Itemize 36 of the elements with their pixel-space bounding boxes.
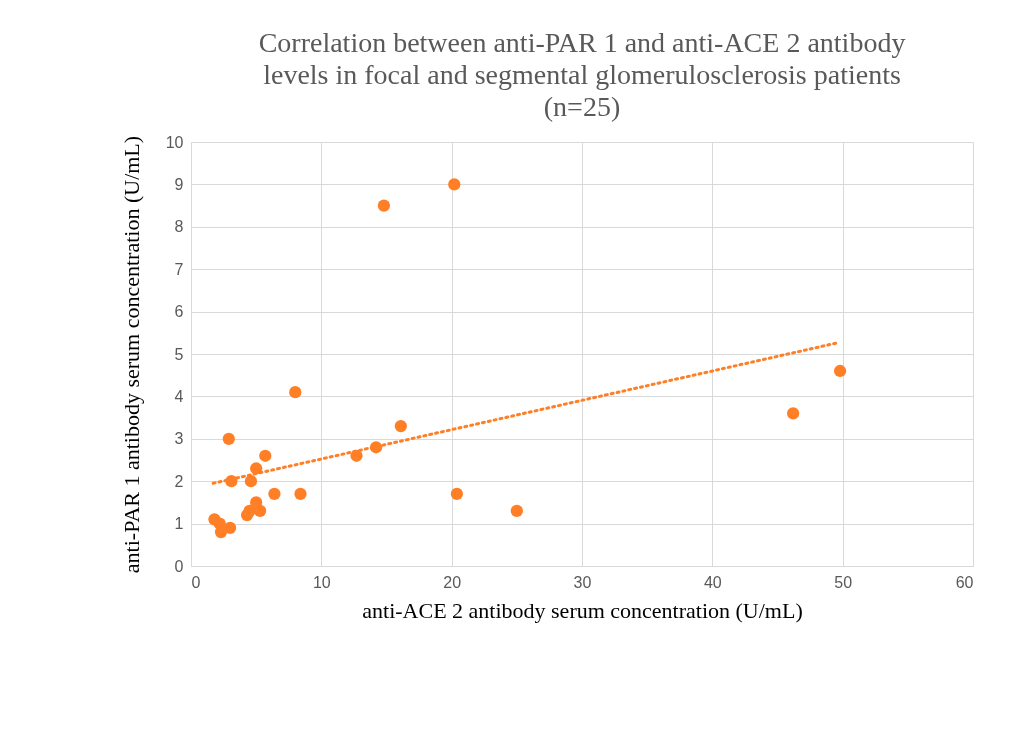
point (294, 487, 307, 501)
point (253, 504, 267, 517)
x-axis-title: anti-ACE 2 antibody serum concentration (U/mL) (362, 597, 803, 623)
y-tick-label: 10 (165, 133, 184, 151)
y-tick-label: 1 (174, 515, 184, 533)
point (377, 199, 391, 212)
y-tick-label: 9 (174, 175, 184, 193)
point (394, 419, 407, 433)
x-tick-label: 0 (191, 573, 201, 591)
point (787, 407, 800, 420)
x-tick-label: 10 (312, 573, 331, 591)
point (450, 487, 463, 501)
point (244, 475, 258, 488)
chart-title: Correlation between anti-PAR 1 and anti-ACE 2 antibody levels in focal and segmental glomerulosclerosis patients (n=25) (258, 27, 906, 122)
point (223, 521, 237, 534)
x-tick-label: 30 (573, 573, 592, 591)
point (222, 432, 235, 445)
y-tick-label: 5 (174, 345, 184, 363)
x-tick-label: 50 (834, 573, 853, 591)
y-tick-label: 2 (174, 472, 184, 490)
y-tick-label: 0 (174, 557, 184, 575)
y-tick-label: 3 (174, 430, 184, 448)
point (289, 386, 302, 399)
y-axis-title: anti-PAR 1 antibody serum concentration (U/mL) (118, 135, 144, 574)
y-tick-label: 6 (174, 303, 184, 321)
point (510, 504, 523, 517)
point (268, 487, 281, 501)
y-tick-label: 4 (174, 387, 184, 405)
point (448, 178, 461, 191)
point (833, 364, 847, 378)
y-tick-label: 7 (174, 260, 184, 278)
x-tick-label: 60 (955, 573, 974, 591)
x-tick-label: 20 (443, 573, 462, 591)
point (259, 449, 272, 462)
x-tick-label: 40 (703, 573, 722, 591)
y-tick-label: 8 (174, 218, 184, 236)
